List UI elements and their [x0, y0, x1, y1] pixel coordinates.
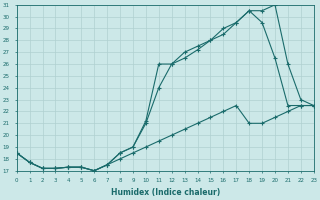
X-axis label: Humidex (Indice chaleur): Humidex (Indice chaleur) — [111, 188, 220, 197]
